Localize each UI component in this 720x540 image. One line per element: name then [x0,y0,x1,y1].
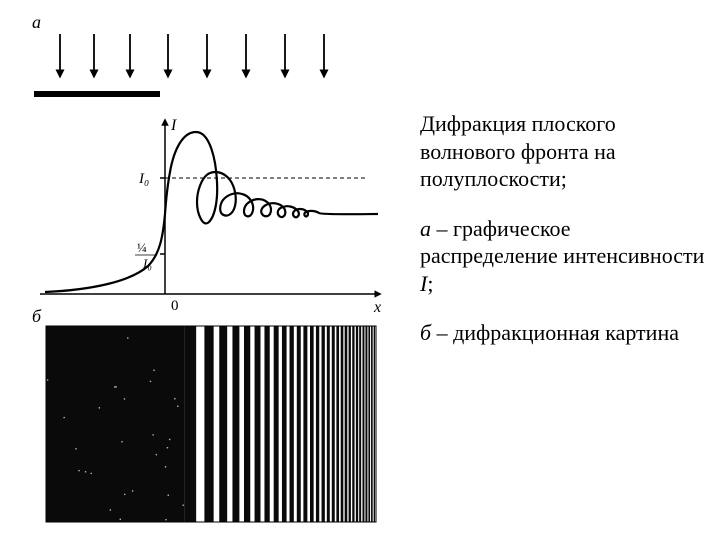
part-a-tail: ; [427,271,433,296]
part-b-text: – дифракционная картина [431,320,679,345]
caption-block: Дифракция плоского волнового фронта на п… [420,110,710,369]
figure-svg: аIx0I₀¼I₀б [10,4,390,524]
svg-text:0: 0 [171,298,179,314]
caption-part-b: б – дифракционная картина [420,319,710,347]
svg-text:б: б [32,306,42,326]
svg-text:I₀: I₀ [138,171,149,187]
physics-figure: аIx0I₀¼I₀б [10,4,410,524]
part-a-text: – графическое распределение интенсивност… [420,216,704,269]
caption-part-a: а – графическое распределение интенсивно… [420,215,710,298]
svg-text:I: I [170,117,177,134]
part-b-prefix: б [420,320,431,345]
svg-text:а: а [32,12,41,32]
caption-title: Дифракция плоского волнового фронта на п… [420,110,710,193]
svg-text:¼: ¼ [137,240,147,255]
part-a-prefix: а [420,216,431,241]
svg-text:x: x [373,299,381,316]
